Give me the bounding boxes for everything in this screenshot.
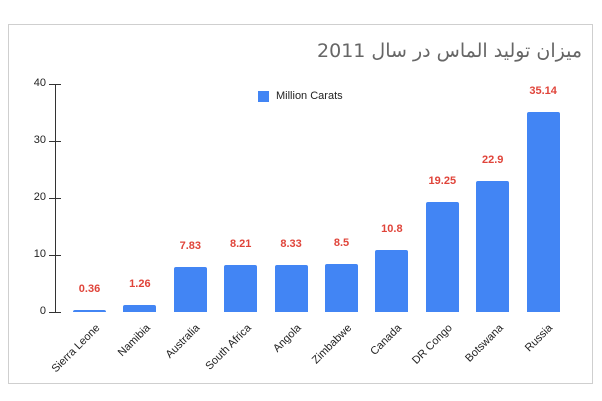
y-tick [49,312,61,313]
data-label: 22.9 [481,154,504,167]
y-tick [49,255,61,256]
y-tick [49,84,61,85]
data-label: 35.14 [529,84,557,97]
chart-title: میزان تولید الماس در سال 2011 [317,40,582,62]
bar [173,267,207,312]
y-tick-label: 20 [33,191,46,203]
data-label: 8.33 [280,237,302,250]
data-label: 7.83 [179,240,201,253]
data-label: 8.5 [333,236,350,249]
bar [476,181,510,312]
bar [526,111,560,312]
bar [375,250,409,312]
bar [425,202,459,312]
data-label: 10.8 [381,223,403,236]
y-tick-label: 0 [39,305,46,317]
y-tick-label: 30 [33,134,46,146]
data-label: 0.36 [78,282,101,295]
bar [73,309,106,312]
bar [123,304,157,312]
legend-swatch-icon [258,90,269,102]
y-tick-label: 10 [33,248,46,260]
y-tick [49,198,61,199]
bar [274,264,308,312]
data-label: 1.26 [129,277,151,290]
y-tick [49,141,61,142]
data-label: 19.25 [428,175,457,188]
legend: Million Carats [258,90,343,102]
bar [224,265,258,312]
legend-label: Million Carats [276,90,343,102]
data-label: 8.21 [229,238,252,251]
y-tick-label: 40 [33,77,46,89]
bar [325,263,358,312]
